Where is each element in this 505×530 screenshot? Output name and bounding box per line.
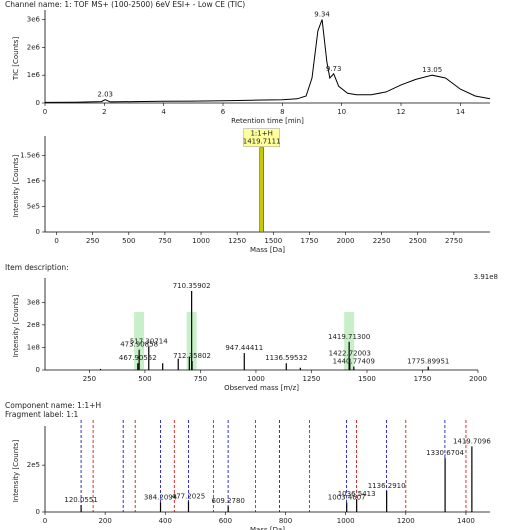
y-tick-label: 5e5 [27,202,40,210]
peak-label: 1036.5413 [338,490,376,498]
annotation-box [243,128,280,147]
peak-label: 477.2025 [172,492,205,500]
peak-label: 1330.6704 [426,449,464,457]
y-tick-label: 1e8 [27,343,40,351]
x-tick-label: 500 [122,237,135,245]
mass-bar [259,147,264,233]
x-tick-label: 1750 [300,237,318,245]
x-tick-label: 2000 [469,375,487,383]
peak-label: 712.35802 [173,352,211,360]
peak-label: 1775.89951 [407,358,449,366]
x-tick-label: 4 [161,108,166,116]
peak-label: 384.2094 [144,494,178,502]
x-axis-title: Mass [Da] [250,526,285,530]
annotation: 1:1+H [250,130,272,138]
annotation: 1419.7111 [243,138,281,146]
x-tick-label: 2750 [445,237,463,245]
x-tick-label: 14 [456,108,465,116]
peak-label: 1440.77409 [333,358,375,366]
x-tick-label: 750 [158,237,171,245]
peak-label: 1422.72003 [329,350,371,358]
y-axis-title: TIC [Counts] [12,37,20,82]
x-tick-label: 0 [43,517,47,525]
peak-label: 9.34 [314,11,330,19]
x-tick-label: 12 [397,108,406,116]
x-tick-label: 400 [159,517,172,525]
peak-label: 609.2780 [211,497,244,505]
x-tick-label: 2 [102,108,106,116]
y-tick-label: 2e5 [27,461,40,469]
max-intensity: 3.91e8 [474,273,498,281]
y-tick-label: 3e6 [27,16,41,24]
y-axis-title: Intensity [Counts] [12,154,20,217]
y-tick-label: 3e8 [27,298,40,306]
peak-label: 473.90858 [120,341,158,349]
x-tick-label: 6 [221,108,226,116]
y-axis-title: Intensity [Counts] [12,294,20,357]
peak-label: 517.30714 [130,337,168,345]
peak-label: 947.44411 [225,344,263,352]
x-tick-label: 0 [43,108,47,116]
highlight [344,312,355,370]
y-axis-title: Intensity [Counts] [12,439,20,502]
x-tick-label: 1200 [397,517,415,525]
panel-title: Channel name: 1: TOF MS+ (100-2500) 6eV … [5,0,245,9]
trace [44,19,491,103]
peak-label: 1136.59532 [265,354,307,362]
peak-label: 1419.7096 [453,437,491,445]
y-tick-label: 1e6 [27,71,41,79]
x-tick-label: 1250 [303,375,321,383]
x-tick-label: 250 [83,375,96,383]
x-axis-title: Observed mass [m/z] [224,384,299,392]
x-tick-label: 2500 [409,237,427,245]
peak-label: 1419.71300 [328,333,370,341]
x-tick-label: 600 [219,517,232,525]
x-tick-label: 1750 [414,375,432,383]
peak-label: 13.05 [422,66,442,74]
peak-label: 1136.2910 [368,482,406,490]
peak-label: 9.73 [326,65,342,73]
panel-title: Item description: [5,263,69,272]
peak-label: 1003.4607 [328,494,366,502]
y-tick-label: 0 [36,228,40,236]
peak-label: 120.0551 [64,496,97,504]
x-tick-label: 1500 [264,237,282,245]
panel-title: Component name: 1:1+H [5,401,101,410]
highlight [134,312,145,370]
y-tick-label: 2e8 [27,321,40,329]
x-tick-label: 0 [54,237,58,245]
x-tick-label: 1250 [228,237,246,245]
y-tick-label: 2e6 [27,43,41,51]
peak-label: 2.03 [97,91,113,99]
x-tick-label: 1000 [192,237,210,245]
x-axis-title: Retention time [min] [231,117,304,125]
x-tick-label: 200 [98,517,111,525]
x-tick-label: 1500 [358,375,376,383]
y-tick-label: 0 [36,508,40,516]
y-tick-label: 1.5e6 [20,151,40,159]
x-tick-label: 2250 [373,237,391,245]
x-tick-label: 1000 [247,375,265,383]
x-tick-label: 750 [194,375,207,383]
x-tick-label: 1400 [457,517,475,525]
peak-label: 467.90552 [119,354,157,362]
panel-subtitle: Fragment label: 1:1 [5,410,79,419]
x-tick-label: 8 [280,108,284,116]
y-tick-label: 0 [36,99,40,107]
peak-label: 710.35902 [173,282,211,290]
x-tick-label: 2000 [337,237,355,245]
y-tick-label: 1e6 [27,177,41,185]
x-tick-label: 10 [337,108,346,116]
x-tick-label: 1000 [337,517,355,525]
x-tick-label: 500 [138,375,151,383]
y-tick-label: 0 [36,366,40,374]
x-axis-title: Mass [Da] [250,246,285,254]
x-tick-label: 250 [86,237,99,245]
x-tick-label: 800 [279,517,292,525]
